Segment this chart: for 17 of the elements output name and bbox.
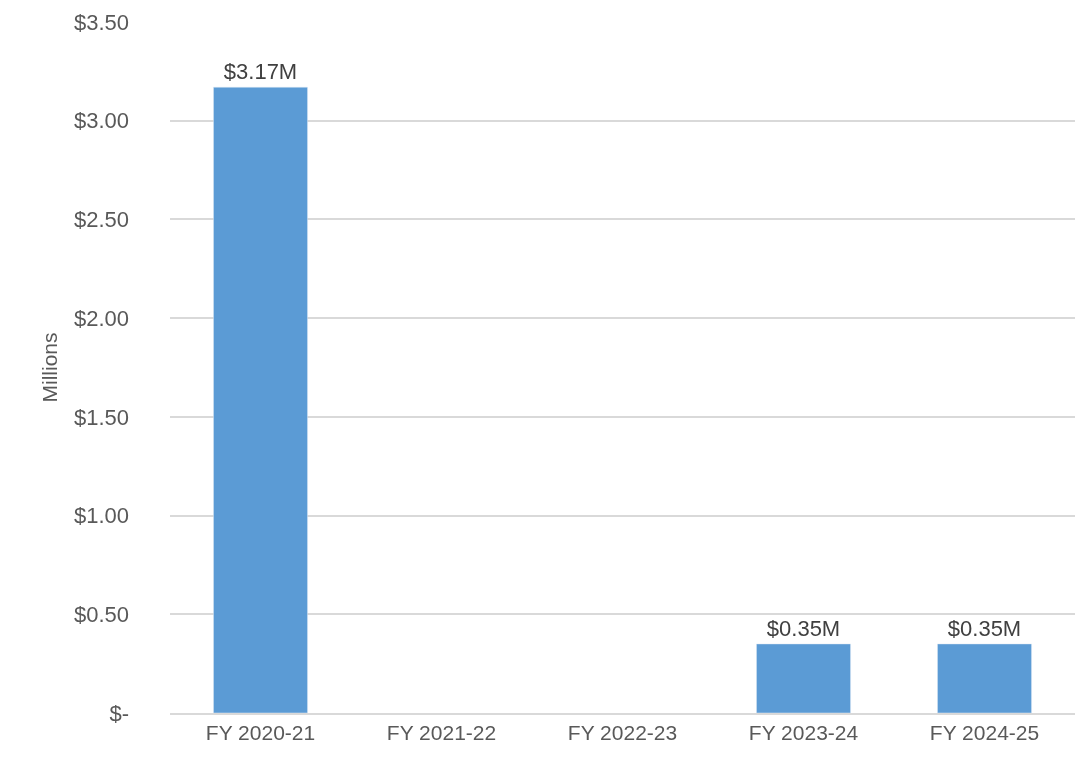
y-tick-label: $2.00 bbox=[73, 305, 129, 331]
y-tick-label: $3.00 bbox=[73, 108, 129, 134]
data-label: $3.17M bbox=[223, 59, 298, 85]
x-tick-label: FY 2024-25 bbox=[929, 721, 1040, 745]
data-label: $0.35M bbox=[947, 615, 1022, 641]
y-axis-title: Millions bbox=[38, 332, 62, 403]
x-tick-label: FY 2021-22 bbox=[386, 721, 497, 745]
data-label: $0.35M bbox=[766, 615, 841, 641]
y-tick-label: $1.00 bbox=[73, 503, 129, 529]
y-tick-label: $2.50 bbox=[73, 207, 129, 233]
y-tick-label: $3.50 bbox=[73, 9, 129, 35]
x-tick-label: FY 2022-23 bbox=[567, 721, 678, 745]
y-tick-label: $- bbox=[109, 700, 129, 726]
y-tick-label: $0.50 bbox=[73, 601, 129, 627]
x-tick-label: FY 2023-24 bbox=[748, 721, 859, 745]
x-tick-label: FY 2020-21 bbox=[205, 721, 316, 745]
y-tick-label: $1.50 bbox=[73, 404, 129, 430]
